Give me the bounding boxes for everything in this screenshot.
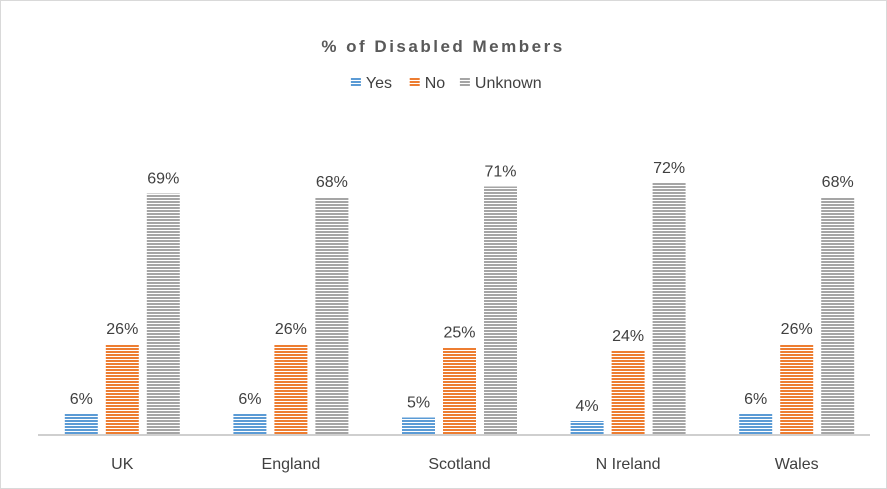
data-label: 26% [106, 321, 138, 338]
data-label: 6% [744, 391, 767, 408]
data-label: 26% [275, 321, 307, 338]
data-label: 5% [407, 395, 430, 412]
legend-swatch-no [409, 77, 420, 87]
bar-unknown-n-ireland [652, 183, 686, 435]
bar-no-scotland [443, 347, 476, 435]
bar-yes-england [233, 414, 267, 435]
bar-yes-wales [739, 414, 773, 435]
bar-no-england [274, 344, 308, 435]
legend-swatch-yes [350, 77, 361, 87]
data-label: 6% [238, 391, 261, 408]
data-label: 68% [316, 174, 348, 191]
chart-title: % of Disabled Members [321, 37, 564, 56]
legend-label-unknown: Unknown [475, 75, 542, 92]
category-label: England [262, 456, 321, 473]
category-label: Scotland [428, 456, 490, 473]
data-label: 4% [576, 398, 599, 415]
bar-unknown-england [315, 197, 349, 435]
bars-group [64, 183, 855, 435]
category-label: UK [111, 456, 134, 473]
legend-label-yes: Yes [366, 75, 392, 92]
bar-yes-n-ireland [570, 421, 604, 435]
data-label: 24% [612, 328, 644, 345]
bar-no-uk [105, 344, 139, 435]
data-label: 71% [484, 164, 516, 181]
data-labels-group: 6% 26% 69% 6% 26% 68% 5% 25% 71% 4% 24% 72% 6% 26% 68% [70, 160, 854, 415]
legend-label-no: No [425, 75, 446, 92]
legend: Yes No Unknown [350, 75, 542, 92]
bar-no-wales [780, 344, 814, 435]
bar-unknown-wales [821, 197, 855, 435]
bar-no-n-ireland [611, 351, 645, 435]
data-label: 6% [70, 391, 93, 408]
data-label: 26% [781, 321, 813, 338]
data-label: 68% [822, 174, 854, 191]
category-label: Wales [775, 456, 819, 473]
category-labels-group: UK England Scotland N Ireland Wales [111, 456, 818, 473]
data-label: 69% [147, 171, 179, 188]
bar-unknown-scotland [484, 186, 517, 435]
bar-unknown-uk [146, 193, 180, 435]
bar-yes-uk [64, 414, 98, 435]
data-label: 72% [653, 160, 685, 177]
category-label: N Ireland [596, 456, 661, 473]
bar-yes-scotland [402, 417, 435, 435]
legend-swatch-unknown [459, 77, 470, 87]
data-label: 25% [443, 325, 475, 342]
